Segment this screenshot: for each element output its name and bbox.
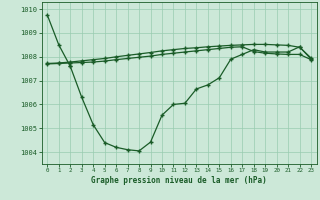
X-axis label: Graphe pression niveau de la mer (hPa): Graphe pression niveau de la mer (hPa) (91, 176, 267, 185)
